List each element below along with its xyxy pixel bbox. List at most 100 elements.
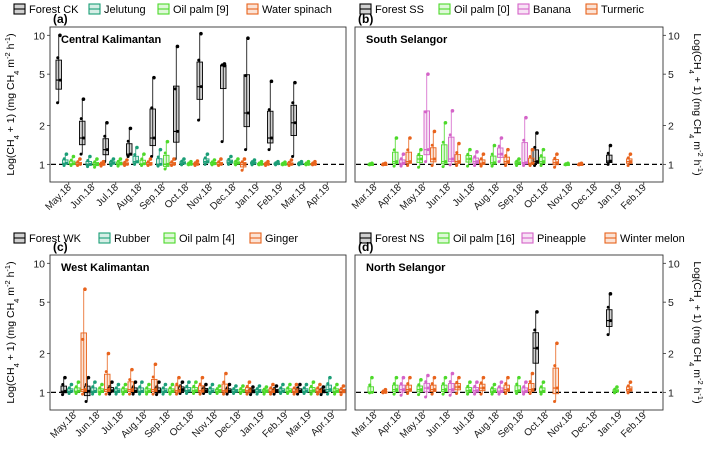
- box: [184, 380, 191, 395]
- data-point: [99, 161, 103, 165]
- data-point: [211, 389, 215, 393]
- data-point: [522, 392, 526, 396]
- x-tick-label: Feb.19: [261, 410, 291, 440]
- data-point: [283, 162, 287, 166]
- data-point: [227, 162, 231, 166]
- data-point: [229, 160, 233, 164]
- data-point: [628, 152, 633, 156]
- data-point: [524, 115, 528, 120]
- x-tick-label: Mar.19: [284, 410, 314, 440]
- data-point: [152, 136, 156, 140]
- x-tick-label: Jun.18: [73, 410, 102, 439]
- box-body: [243, 74, 250, 128]
- data-point: [95, 157, 99, 161]
- box: [75, 157, 82, 167]
- y-tick-label: 1: [668, 159, 674, 171]
- data-point: [615, 385, 619, 389]
- box-body: [184, 387, 191, 393]
- data-point: [492, 143, 497, 148]
- plot-frame: [49, 26, 347, 183]
- box: [392, 375, 399, 396]
- data-point: [239, 387, 243, 391]
- data-point: [408, 388, 412, 392]
- data-point: [114, 392, 118, 396]
- data-point: [103, 134, 107, 138]
- data-point: [119, 162, 123, 166]
- y-tick-label: 5: [668, 69, 674, 81]
- data-point: [264, 385, 269, 389]
- box-body: [430, 147, 437, 163]
- box: [173, 44, 180, 161]
- x-tick-label: May.18: [398, 182, 429, 213]
- data-point: [399, 157, 403, 161]
- series-banana: [399, 72, 528, 168]
- data-point: [130, 367, 134, 372]
- box-body: [441, 144, 448, 165]
- box: [423, 373, 430, 399]
- box: [196, 31, 203, 122]
- data-point: [290, 162, 294, 166]
- data-point: [490, 392, 494, 396]
- data-point: [253, 161, 257, 165]
- x-tick-label: Aug.18: [472, 182, 502, 212]
- data-point: [138, 392, 142, 396]
- data-point: [109, 163, 113, 167]
- data-point: [408, 136, 412, 140]
- box: [151, 362, 158, 396]
- data-point: [133, 153, 137, 157]
- box-body: [472, 387, 479, 393]
- box-body: [497, 147, 504, 158]
- data-point: [482, 386, 486, 390]
- data-point: [152, 75, 156, 80]
- data-point: [270, 136, 274, 140]
- box: [80, 287, 87, 396]
- data-point: [128, 126, 133, 131]
- data-point: [580, 162, 584, 166]
- data-point: [83, 287, 87, 292]
- box: [521, 115, 528, 167]
- data-point: [300, 162, 304, 166]
- x-tick-label: Jun.18: [68, 182, 97, 211]
- box: [497, 136, 504, 164]
- data-point: [564, 163, 568, 167]
- data-point: [154, 388, 158, 392]
- data-point: [245, 384, 249, 388]
- box: [325, 375, 332, 396]
- data-point: [269, 392, 273, 396]
- data-point: [251, 385, 255, 389]
- data-point: [522, 385, 526, 389]
- data-point: [441, 392, 445, 396]
- data-point: [433, 157, 437, 161]
- box: [99, 159, 106, 168]
- data-point: [193, 163, 197, 167]
- box-body: [490, 155, 497, 165]
- data-point: [629, 160, 633, 164]
- data-point: [450, 109, 455, 113]
- data-point: [370, 375, 374, 380]
- data-point: [441, 165, 445, 169]
- data-point: [147, 382, 151, 387]
- data-point: [606, 162, 610, 166]
- data-point: [333, 392, 337, 396]
- box: [226, 154, 233, 166]
- series-oil-palm-16-: [367, 375, 619, 397]
- box: [208, 382, 215, 395]
- box: [156, 147, 163, 168]
- box-body: [79, 120, 86, 146]
- box-body: [221, 383, 228, 393]
- box: [292, 382, 299, 396]
- data-point: [93, 380, 97, 384]
- data-point: [194, 380, 198, 384]
- x-tick-label: Sep.18: [496, 182, 526, 212]
- box: [606, 143, 613, 166]
- data-point: [232, 387, 236, 391]
- data-point: [146, 160, 150, 164]
- data-point: [249, 393, 253, 397]
- data-point: [499, 380, 504, 384]
- data-point: [522, 138, 526, 142]
- panel-letter: (d): [358, 240, 373, 254]
- box: [250, 158, 257, 167]
- data-point: [455, 151, 459, 155]
- data-point: [444, 388, 448, 392]
- data-point: [69, 382, 74, 387]
